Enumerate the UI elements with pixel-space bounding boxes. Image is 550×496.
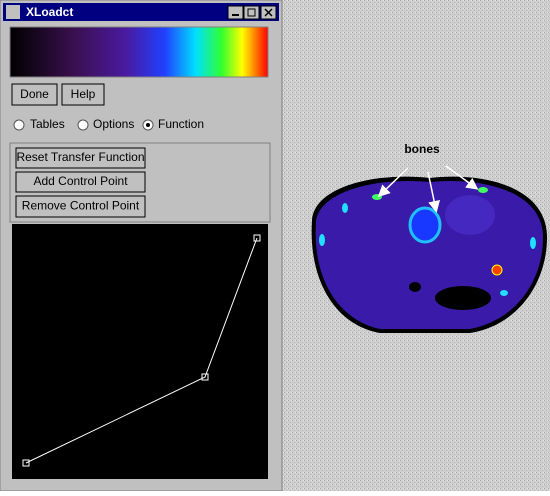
radio-label: Options	[93, 117, 134, 131]
annotation-arrows	[377, 165, 479, 213]
control-point[interactable]	[22, 459, 30, 467]
title-bar	[3, 3, 279, 21]
transfer-function	[25, 237, 258, 464]
button[interactable]	[11, 83, 58, 106]
minimize[interactable]	[227, 5, 244, 20]
annotation: bones	[404, 142, 440, 156]
group-box	[9, 142, 271, 223]
button[interactable]	[15, 171, 146, 193]
window-title: XLoadct	[26, 5, 73, 19]
control-point[interactable]	[201, 373, 209, 381]
radio-dot	[146, 123, 150, 127]
button-label: Add Control Point	[33, 174, 128, 188]
app-icon	[6, 5, 20, 19]
button[interactable]	[61, 83, 105, 106]
radio[interactable]	[13, 119, 25, 131]
button[interactable]	[15, 147, 146, 169]
button-label: Done	[20, 87, 49, 101]
ct-image	[311, 176, 548, 333]
radio-label: Function	[158, 117, 204, 131]
function-plot[interactable]	[12, 224, 268, 479]
radio-label: Tables	[30, 117, 65, 131]
color-bar	[9, 26, 269, 78]
maximize[interactable]	[243, 5, 260, 20]
radio[interactable]	[77, 119, 89, 131]
button-label: Help	[71, 87, 96, 101]
button[interactable]	[15, 195, 146, 218]
control-point[interactable]	[253, 234, 261, 242]
window-controls[interactable]	[227, 5, 277, 20]
button-label: Reset Transfer Function	[16, 150, 144, 164]
button-label: Remove Control Point	[22, 199, 140, 213]
